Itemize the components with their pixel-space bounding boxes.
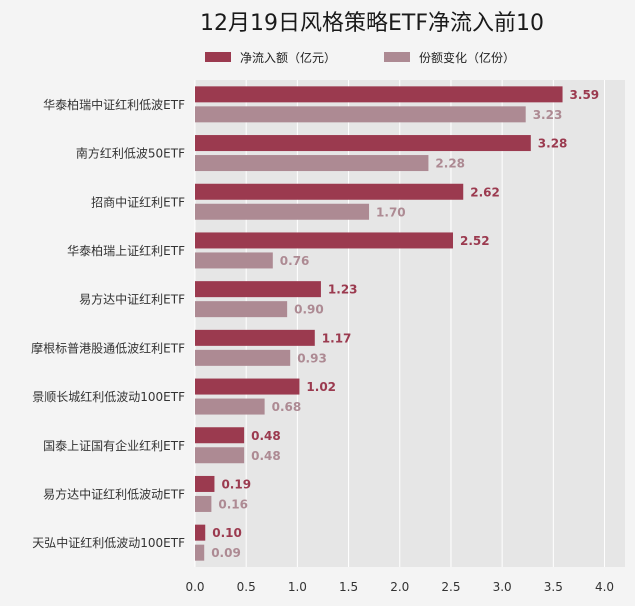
category-label: 华泰柏瑞上证红利ETF — [67, 243, 185, 258]
bar — [195, 183, 464, 200]
bars: 3.59 3.23 3.28 2.28 2.62 1.70 2.52 0.76 1.23 0.90… — [195, 86, 600, 561]
category-label: 摩根标普港股通低波红利ETF — [31, 340, 185, 355]
x-tick-label: 1.0 — [288, 580, 307, 594]
x-tick-label: 3.0 — [493, 580, 512, 594]
bar — [195, 106, 526, 123]
bar — [195, 544, 205, 561]
data-label: 2.62 — [470, 185, 500, 199]
category-label: 易方达中证红利ETF — [79, 292, 185, 307]
data-label: 2.28 — [435, 157, 465, 171]
bar — [195, 135, 531, 152]
data-label: 0.68 — [272, 400, 302, 414]
bar — [195, 252, 273, 269]
data-label: 3.28 — [538, 137, 568, 151]
data-label: 0.48 — [251, 449, 281, 463]
data-label: 3.59 — [570, 88, 600, 102]
category-label: 景顺长城红利低波动100ETF — [32, 389, 185, 404]
category-label: 天弘中证红利低波动100ETF — [32, 535, 185, 550]
category-labels: 华泰柏瑞中证红利低波ETF 南方红利低波50ETF 招商中证红利ETF 华泰柏瑞上证红… — [31, 97, 185, 550]
data-label: 1.23 — [328, 283, 358, 297]
x-tick-label: 0.0 — [185, 580, 204, 594]
data-label: 0.16 — [218, 497, 248, 511]
bar — [195, 329, 315, 346]
x-tick-label: 3.5 — [544, 580, 563, 594]
x-tick-label: 0.5 — [237, 580, 256, 594]
bar — [195, 301, 288, 318]
bar — [195, 524, 206, 541]
bar — [195, 398, 265, 415]
bar — [195, 281, 321, 298]
chart-title: 12月19日风格策略ETF净流入前10 — [200, 11, 544, 36]
data-label: 0.93 — [297, 351, 327, 365]
bar — [195, 155, 429, 172]
data-label: 1.70 — [376, 205, 406, 219]
data-label: 1.02 — [306, 380, 336, 394]
category-label: 南方红利低波50ETF — [76, 146, 185, 161]
bar — [195, 232, 453, 249]
category-label: 易方达中证红利低波动ETF — [43, 486, 185, 501]
data-label: 2.52 — [460, 234, 490, 248]
bar — [195, 495, 212, 512]
data-label: 0.48 — [251, 429, 281, 443]
x-tick-label: 2.5 — [441, 580, 460, 594]
legend-label: 净流入额（亿元） — [240, 50, 336, 65]
bar — [195, 427, 245, 444]
category-label: 招商中证红利ETF — [91, 194, 185, 209]
bar — [195, 475, 215, 492]
data-label: 0.19 — [221, 477, 251, 491]
legend-swatch — [384, 52, 410, 62]
bar — [195, 378, 300, 395]
bar — [195, 86, 563, 103]
category-label: 华泰柏瑞中证红利低波ETF — [43, 97, 185, 112]
x-axis-ticks: 0.0 0.5 1.0 1.5 2.0 2.5 3.0 3.5 4.0 — [185, 580, 614, 594]
plot-background — [195, 80, 625, 567]
bar — [195, 203, 370, 220]
data-label: 3.23 — [533, 108, 563, 122]
category-label: 国泰上证国有企业红利ETF — [43, 438, 185, 453]
x-tick-label: 4.0 — [595, 580, 614, 594]
legend-label: 份额变化（亿份） — [419, 50, 515, 65]
legend: 净流入额（亿元） 份额变化（亿份） — [205, 50, 515, 65]
data-label: 0.76 — [280, 254, 310, 268]
data-label: 0.90 — [294, 303, 324, 317]
data-label: 1.17 — [322, 331, 352, 345]
bar — [195, 447, 245, 464]
data-label: 0.09 — [211, 546, 241, 560]
bar — [195, 349, 291, 366]
x-tick-label: 1.5 — [339, 580, 358, 594]
legend-swatch — [205, 52, 231, 62]
x-tick-label: 2.0 — [390, 580, 409, 594]
data-label: 0.10 — [212, 526, 242, 540]
